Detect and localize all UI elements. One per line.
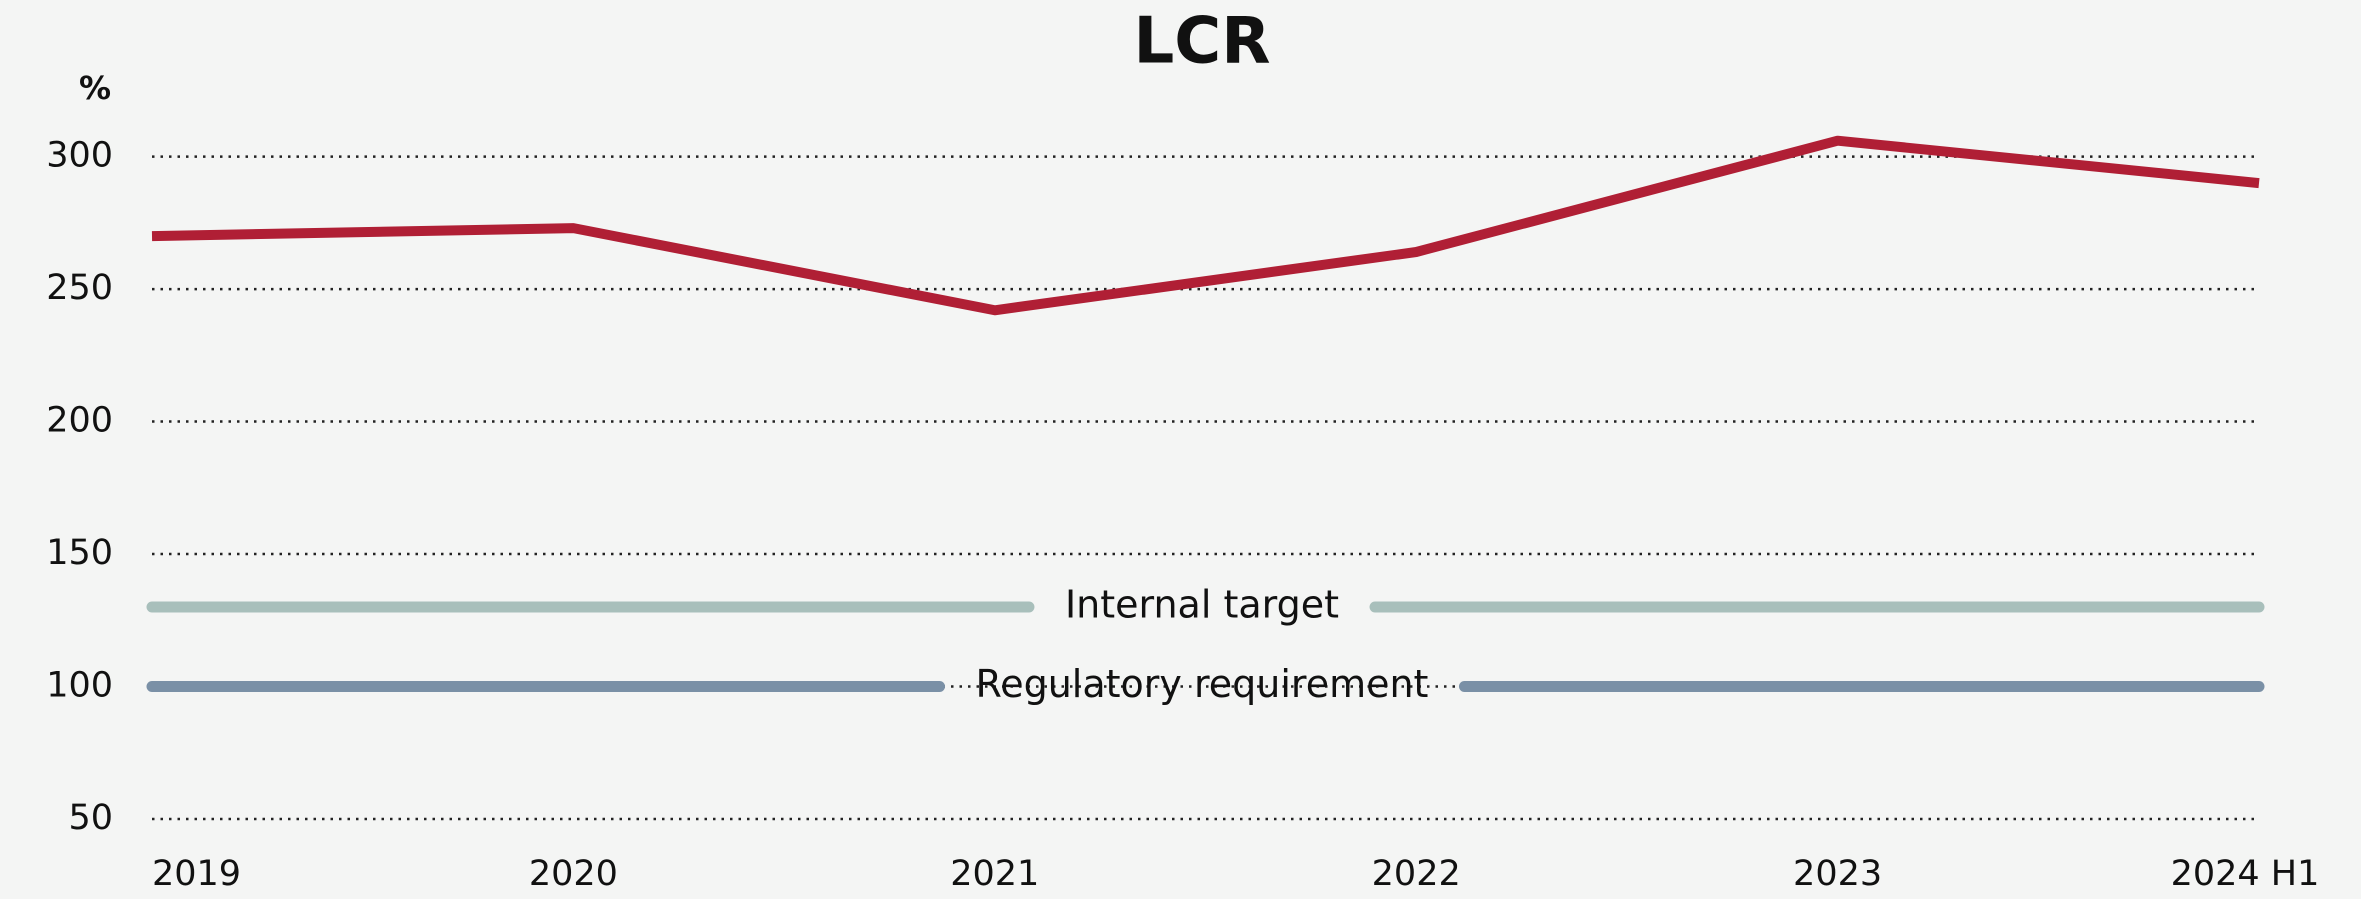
y-tick-label: 300 — [46, 136, 113, 176]
y-tick-label: 250 — [46, 268, 113, 308]
x-tick-label: 2023 — [1793, 854, 1882, 894]
x-tick-label: 2024 H1 — [2171, 854, 2320, 894]
x-tick-label: 2019 — [152, 854, 241, 894]
y-tick-label: 100 — [46, 666, 113, 706]
y-tick-label: 50 — [68, 798, 113, 838]
x-tick-label: 2022 — [1372, 854, 1461, 894]
reference-label: Regulatory requirement — [976, 662, 1429, 706]
x-tick-label: 2021 — [950, 854, 1039, 894]
x-tick-label: 2020 — [529, 854, 618, 894]
y-tick-label: 200 — [46, 401, 113, 441]
reference-label: Internal target — [1065, 583, 1339, 627]
y-axis-label: % — [79, 69, 111, 107]
data-line — [151, 135, 2260, 316]
y-tick-label: 150 — [46, 533, 113, 573]
chart-title: LCR — [1133, 5, 1270, 79]
